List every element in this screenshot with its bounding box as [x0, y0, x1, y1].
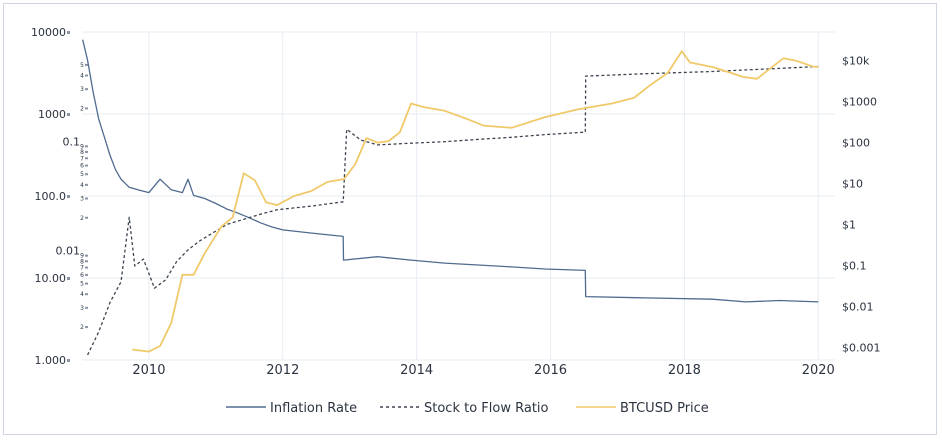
left-outer-tick-label: 1.000 — [35, 354, 67, 367]
left-inner-minor-label: 3 — [80, 305, 84, 312]
legend-item-btcusd-price[interactable]: BTCUSD Price — [576, 401, 709, 416]
left-outer-tick-label: 1000 — [38, 108, 66, 121]
series-line-stock-to-flow-ratio[interactable] — [87, 65, 819, 356]
series-layer — [82, 39, 819, 356]
left-inner-minor-label: 3 — [80, 86, 84, 93]
left-inner-minor-mark — [85, 306, 88, 309]
left-outer-tick-mark — [67, 113, 70, 116]
left-inner-minor-mark — [85, 273, 88, 276]
left-outer-tick-mark — [67, 277, 70, 280]
right-tick-label: $1000 — [842, 96, 877, 109]
left-inner-minor-label: 9 — [80, 253, 84, 260]
legend-item-stock-to-flow-ratio[interactable]: Stock to Flow Ratio — [380, 401, 549, 416]
x-tick-label-2018: 2018 — [668, 363, 701, 378]
right-axis: $10k $1000 $100 $10 $1 $0.1 $0.01 $0.001 — [842, 55, 881, 355]
legend-item-inflation-rate[interactable]: Inflation Rate — [226, 401, 357, 416]
left-inner-minor-label: 5 — [80, 62, 84, 69]
left-axis: 100001000100.010.001.0000.10.01543298765… — [31, 26, 88, 367]
left-inner-minor-label: 6 — [80, 163, 84, 170]
left-inner-minor-label: 2 — [80, 105, 84, 112]
left-inner-minor-label: 4 — [80, 291, 84, 298]
left-inner-minor-mark — [85, 107, 88, 110]
legend-label-btcusd-price: BTCUSD Price — [620, 401, 709, 416]
left-inner-minor-mark — [85, 63, 88, 66]
left-outer-tick-label: 100.0 — [35, 190, 67, 203]
left-outer-tick-mark — [67, 195, 70, 198]
left-inner-minor-label: 5 — [80, 171, 84, 178]
left-inner-minor-mark — [85, 197, 88, 200]
right-tick-label: $0.001 — [842, 342, 881, 355]
legend-label-inflation-rate: Inflation Rate — [270, 401, 357, 416]
left-inner-minor-mark — [85, 254, 88, 257]
x-tick-label-2020: 2020 — [802, 363, 835, 378]
left-inner-minor-mark — [85, 326, 88, 329]
left-outer-tick-label: 10.00 — [35, 272, 67, 285]
series-line-inflation-rate[interactable] — [82, 39, 819, 303]
left-inner-minor-label: 8 — [80, 258, 84, 265]
right-tick-label: $10 — [842, 178, 863, 191]
left-inner-minor-label: 9 — [80, 143, 84, 150]
legend-label-stock-to-flow-ratio: Stock to Flow Ratio — [424, 401, 549, 416]
x-tick-label-2016: 2016 — [534, 363, 567, 378]
left-inner-minor-label: 8 — [80, 149, 84, 156]
x-tick-label-2012: 2012 — [266, 363, 299, 378]
left-inner-minor-mark — [85, 157, 88, 160]
right-tick-label: $0.1 — [842, 260, 867, 273]
left-inner-minor-label: 2 — [80, 324, 84, 331]
left-inner-minor-label: 3 — [80, 196, 84, 203]
series-line-btcusd-price[interactable] — [132, 50, 819, 353]
grid — [82, 31, 835, 361]
left-inner-minor-mark — [85, 173, 88, 176]
left-inner-tick-label: 0.01 — [56, 245, 81, 258]
x-axis: 2010 2012 2014 2016 2018 2020 — [132, 363, 834, 378]
left-inner-minor-mark — [85, 216, 88, 219]
left-outer-tick-mark — [67, 31, 70, 34]
left-outer-tick-mark — [67, 359, 70, 362]
x-tick-label-2014: 2014 — [400, 363, 433, 378]
left-inner-minor-label: 6 — [80, 272, 84, 279]
left-inner-minor-label: 2 — [80, 215, 84, 222]
left-inner-minor-mark — [85, 150, 88, 153]
left-inner-minor-mark — [85, 74, 88, 77]
left-inner-minor-label: 7 — [80, 155, 84, 162]
left-inner-minor-mark — [85, 260, 88, 263]
left-inner-minor-mark — [85, 282, 88, 285]
right-tick-label: $0.01 — [842, 301, 874, 314]
chart-frame — [3, 3, 937, 435]
left-inner-minor-label: 4 — [80, 73, 84, 80]
left-inner-minor-mark — [85, 266, 88, 269]
left-inner-tick-label: 0.1 — [63, 135, 81, 148]
left-inner-minor-mark — [85, 183, 88, 186]
x-tick-label-2010: 2010 — [132, 363, 165, 378]
right-tick-label: $100 — [842, 137, 870, 150]
right-tick-label: $1 — [842, 219, 856, 232]
left-inner-minor-label: 4 — [80, 182, 84, 189]
left-inner-minor-label: 5 — [80, 281, 84, 288]
left-inner-minor-label: 7 — [80, 265, 84, 272]
left-inner-minor-mark — [85, 293, 88, 296]
left-inner-minor-mark — [85, 88, 88, 91]
legend: Inflation Rate Stock to Flow Ratio BTCUS… — [226, 401, 709, 416]
left-inner-minor-mark — [85, 145, 88, 148]
right-tick-label: $10k — [842, 55, 870, 68]
left-inner-minor-mark — [85, 164, 88, 167]
left-outer-tick-label: 10000 — [31, 26, 66, 39]
